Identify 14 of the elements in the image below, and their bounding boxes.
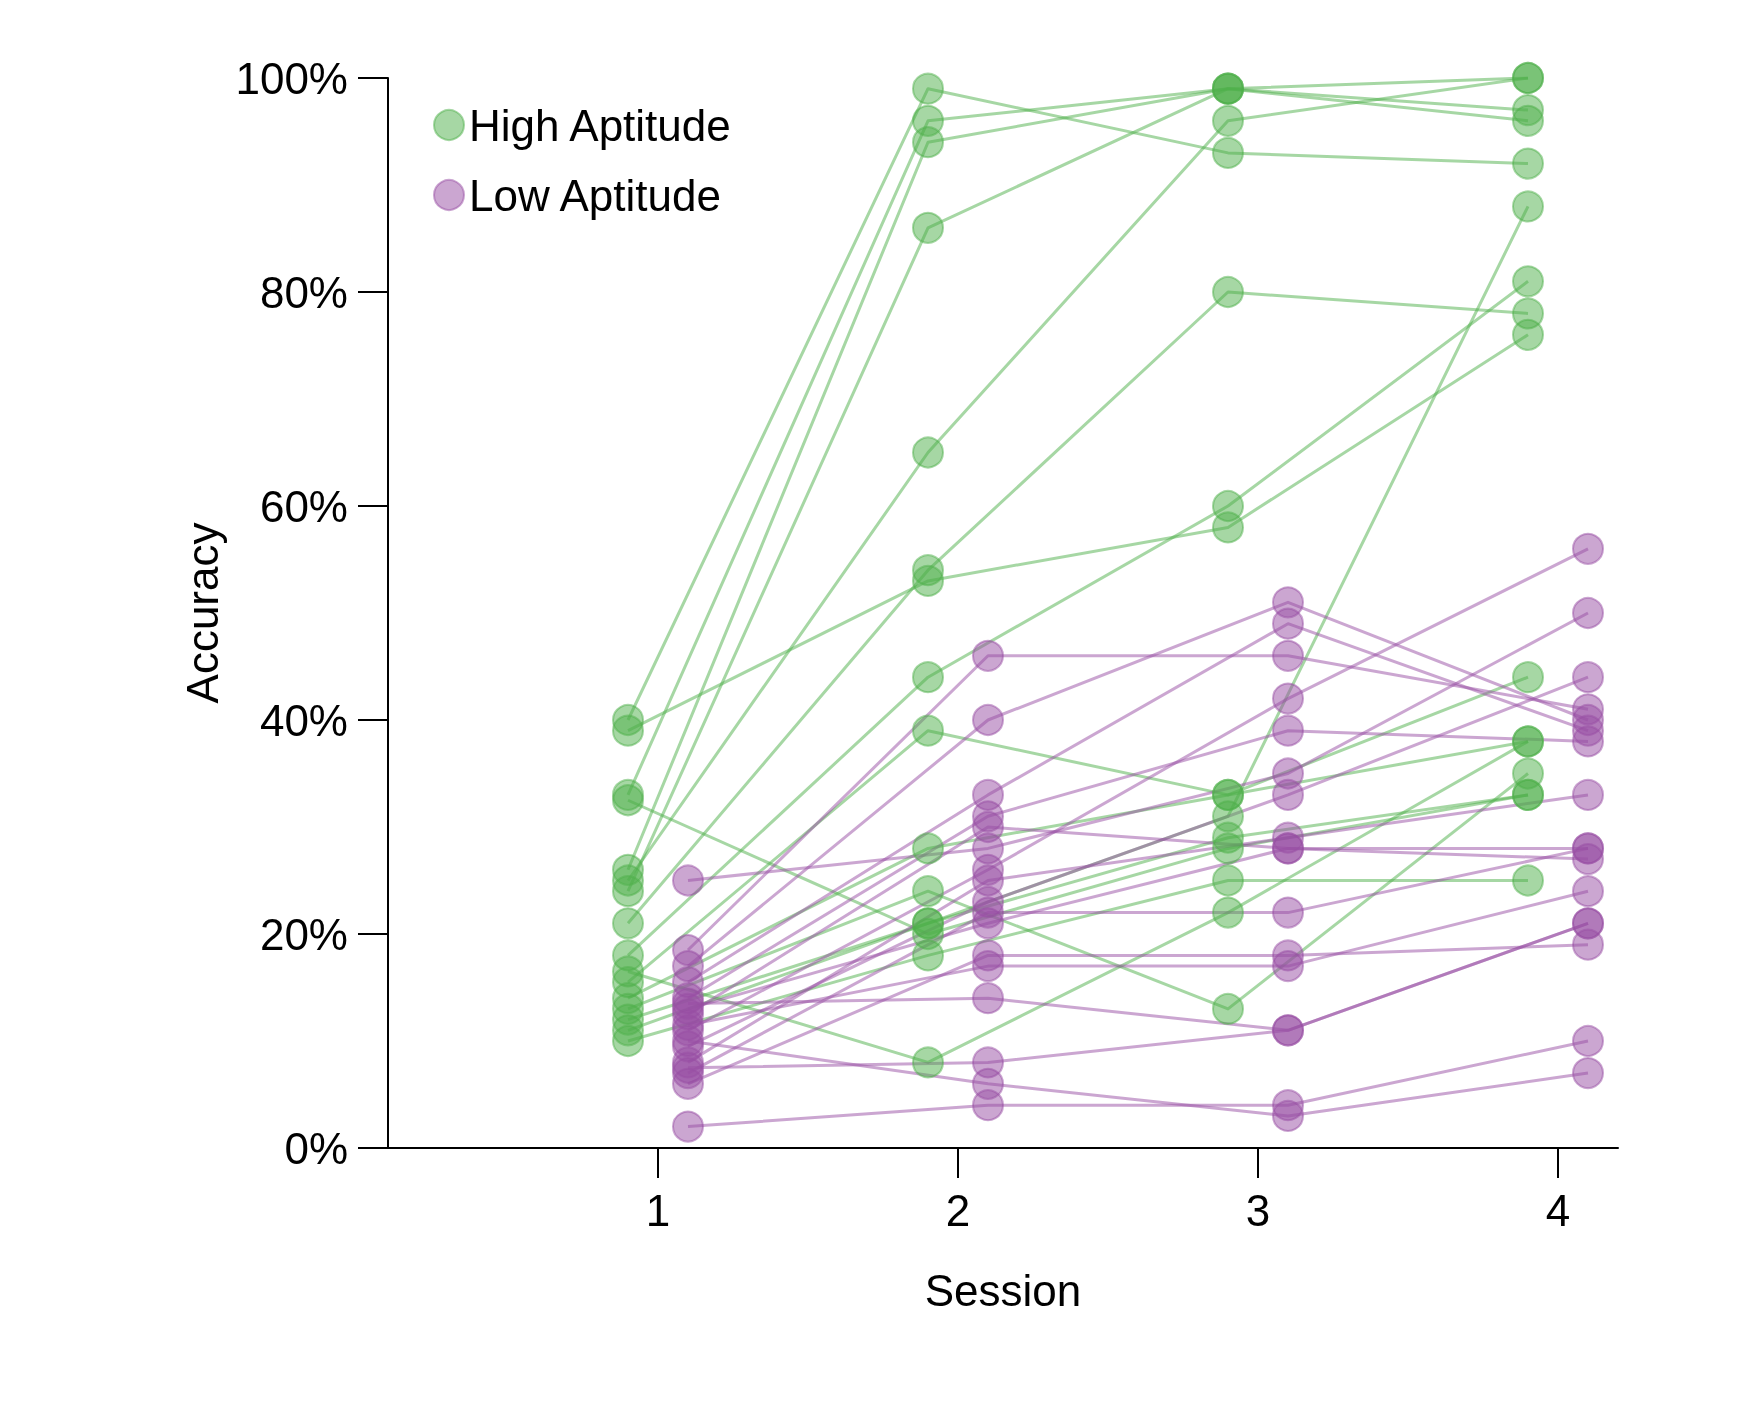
y-axis-title: Accuracy [178, 522, 228, 704]
y-tick-label: 100% [235, 53, 348, 103]
x-tick-label: 3 [1245, 1185, 1271, 1235]
legend-label: High Aptitude [469, 100, 731, 150]
y-tick-label: 0% [284, 1123, 348, 1173]
y-tick-label: 20% [259, 909, 348, 959]
x-tick-label: 2 [945, 1185, 971, 1235]
y-tick-label: 80% [259, 267, 348, 317]
y-tick-label: 40% [259, 695, 348, 745]
y-tick-label: 60% [259, 481, 348, 531]
legend-label: Low Aptitude [469, 170, 721, 220]
x-tick-label: 4 [1545, 1185, 1571, 1235]
x-axis-title: Session [924, 1265, 1082, 1315]
x-tick-label: 1 [645, 1185, 671, 1235]
